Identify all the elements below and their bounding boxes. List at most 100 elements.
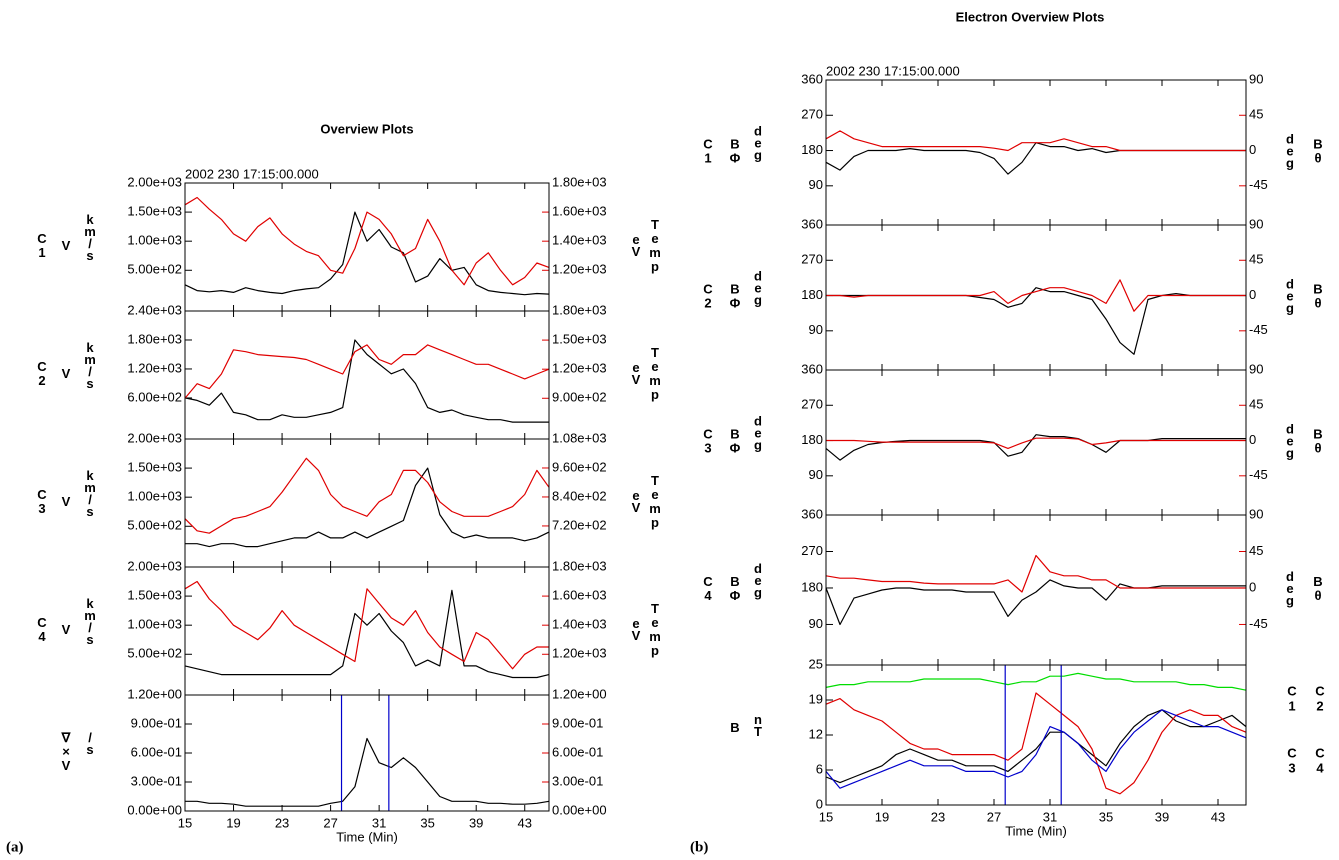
data-line [826, 287, 1246, 355]
y-tick-label: 1.80e+03 [127, 331, 182, 346]
y2-tick-label: -45 [1249, 322, 1268, 337]
y2-tick-label: 0 [1249, 579, 1256, 594]
y2-tick-label: 45 [1249, 397, 1263, 412]
y2-tick-label: 90 [1249, 71, 1263, 86]
x-tick-label: 23 [275, 815, 289, 830]
y2-tick-label: 6.00e-01 [552, 744, 603, 759]
x-tick-label: 43 [517, 815, 531, 830]
x-tick-label: 39 [469, 815, 483, 830]
y-axis-label: V [62, 238, 71, 253]
y2-tick-label: 1.20e+03 [552, 646, 607, 661]
chart-subtitle: 2002 230 17:15:00.000 [826, 63, 960, 78]
y2-tick-label: 1.20e+03 [552, 361, 607, 376]
x-tick-label: 43 [1211, 809, 1225, 824]
y-tick-label: 1.50e+03 [127, 588, 182, 603]
y-tick-label: 2.00e+03 [127, 558, 182, 573]
y-axis-unit: k m / s [84, 340, 96, 391]
y2-tick-label: 1.50e+03 [552, 332, 607, 347]
y2-tick-label: 45 [1249, 252, 1263, 267]
y-axis-label: V [62, 366, 71, 381]
x-axis-label: Time (Min) [1005, 823, 1067, 838]
y-tick-label: 9.00e-01 [131, 715, 182, 730]
y2-tick-label: 0 [1249, 287, 1256, 302]
y-tick-label: 90 [809, 322, 823, 337]
figure-label: (b) [690, 839, 708, 855]
x-tick-label: 39 [1155, 809, 1169, 824]
data-line [184, 457, 550, 534]
y2-tick-label: 0 [1249, 142, 1256, 157]
y-axis-unit: k m / s [84, 212, 96, 263]
y-tick-label: 1.00e+03 [127, 489, 182, 504]
y-tick-label: 180 [801, 287, 823, 302]
y2-tick-label: 1.80e+03 [552, 558, 607, 573]
x-tick-label: 35 [1099, 809, 1113, 824]
x-tick-label: 23 [931, 809, 945, 824]
y-tick-label: 180 [801, 579, 823, 594]
data-line [184, 580, 549, 670]
data-line [825, 142, 1246, 175]
y-tick-label: 2.00e+03 [127, 174, 182, 189]
y-tick-label: 90 [809, 467, 823, 482]
x-tick-label: 15 [178, 815, 192, 830]
x-tick-label: 31 [372, 815, 386, 830]
data-line [184, 589, 550, 679]
y2-tick-label: 1.08e+03 [552, 430, 607, 445]
data-line [825, 579, 1246, 626]
data-line [825, 434, 1246, 461]
y2-tick-label: 8.40e+02 [552, 488, 607, 503]
y2-tick-label: 0 [1249, 432, 1256, 447]
y-tick-label: 6.00e+02 [127, 389, 182, 404]
data-line [825, 692, 1247, 795]
data-line [825, 709, 1247, 789]
y-tick-label: 5.00e+02 [127, 518, 182, 533]
y2-tick-label: 45 [1249, 107, 1263, 122]
y-tick-label: 360 [801, 506, 823, 521]
x-tick-label: 15 [819, 809, 833, 824]
y-axis-unit: k m / s [84, 468, 96, 519]
y2-tick-label: 9.00e-01 [552, 715, 603, 730]
y-tick-label: 6.00e-01 [131, 744, 182, 759]
y2-tick-label: -45 [1249, 467, 1268, 482]
data-line [184, 211, 550, 296]
y2-tick-label: 45 [1249, 543, 1263, 558]
y-tick-label: 6 [816, 761, 823, 776]
y-tick-label: 1.20e+03 [127, 360, 182, 375]
data-line [825, 709, 1247, 784]
x-axis-label: Time (Min) [336, 829, 398, 844]
y2-tick-label: 3.00e-01 [552, 773, 603, 788]
data-line [825, 554, 1246, 593]
y2-tick-label: 90 [1249, 216, 1263, 231]
y-axis-label: V [62, 622, 71, 637]
x-tick-label: 19 [875, 809, 889, 824]
y-tick-label: 1.00e+03 [127, 617, 182, 632]
data-line [825, 672, 1247, 691]
y2-tick-label: 7.20e+02 [552, 517, 607, 532]
y-tick-label: 1.50e+03 [127, 204, 182, 219]
y-tick-label: 270 [801, 107, 823, 122]
